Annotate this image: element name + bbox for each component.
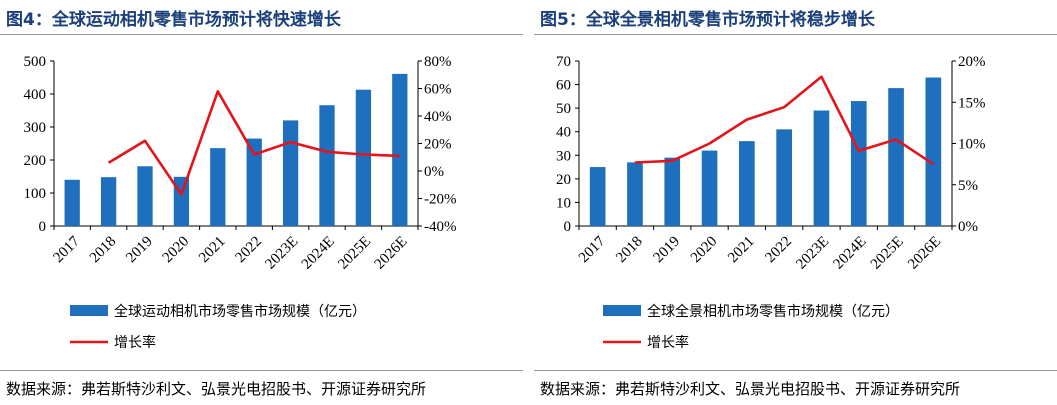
x-tick-label: 2026E [905, 234, 944, 273]
x-tick-label: 2020 [160, 234, 193, 267]
x-tick-label: 2021 [725, 234, 758, 267]
x-tick-label: 2021 [196, 234, 229, 267]
x-tick-label: 2023E [262, 234, 301, 273]
bar [392, 73, 408, 227]
y-left-tick-label: 40 [556, 125, 571, 141]
x-tick-label: 2017 [576, 233, 609, 266]
figure-title: 图4：全球运动相机零售市场预计将快速增长 [6, 10, 341, 30]
bar [627, 162, 643, 226]
x-tick-label: 2025E [868, 234, 907, 273]
bar [355, 89, 372, 227]
y-left-tick-label: 400 [24, 87, 47, 103]
bar [319, 105, 335, 226]
bar [210, 148, 226, 226]
source-divider [534, 370, 1057, 371]
bar [739, 141, 755, 226]
y-right-tick-label: 20% [958, 54, 986, 70]
source-note: 数据来源：弗若斯特沙利文、弘景光电招股书、开源证券研究所 [540, 380, 961, 398]
y-left-tick-label: 0 [564, 219, 572, 235]
bar [925, 77, 942, 226]
growth-rate-line [107, 90, 400, 196]
x-tick-label: 2022 [762, 234, 795, 267]
y-right-tick-label: 20% [424, 137, 452, 153]
legend-line-label: 增长率 [114, 334, 156, 351]
y-right-tick-label: 0% [958, 219, 978, 235]
y-left-tick-label: 500 [24, 54, 47, 70]
source-divider [0, 370, 523, 371]
x-tick-label: 2018 [613, 234, 646, 267]
y-left-tick-label: 200 [24, 153, 47, 169]
bar [776, 129, 792, 226]
x-tick-label: 2022 [233, 234, 266, 267]
legend-bar-swatch [603, 305, 641, 316]
bar [173, 176, 190, 226]
y-left-tick-label: 300 [24, 120, 47, 136]
title-divider [0, 34, 523, 35]
bar [246, 138, 262, 226]
y-left-tick-label: 0 [39, 219, 47, 235]
x-tick-label: 2025E [335, 234, 374, 273]
y-right-tick-label: 0% [424, 164, 444, 180]
y-left-tick-label: 10 [556, 195, 571, 211]
figure-title: 图5：全球全景相机零售市场预计将稳步增长 [540, 10, 875, 30]
y-right-tick-label: -20% [424, 192, 457, 208]
source-note: 数据来源：弗若斯特沙利文、弘景光电招股书、开源证券研究所 [6, 380, 427, 398]
y-right-tick-label: -40% [424, 219, 457, 235]
bar [664, 157, 681, 226]
bar [589, 167, 606, 226]
y-left-tick-label: 30 [556, 148, 571, 164]
y-left-tick-label: 70 [556, 54, 571, 70]
y-left-tick-label: 60 [556, 78, 571, 94]
x-tick-label: 2024E [831, 234, 870, 273]
y-right-tick-label: 15% [958, 95, 986, 111]
bar [701, 150, 718, 226]
x-tick-label: 2020 [688, 234, 721, 267]
panoramic-camera-chart: 0 10 20 30 40 50 60 70 0% 5% 10% 15% 20% 2017 2018 2019… [556, 54, 986, 351]
bar [850, 101, 867, 226]
bar [813, 110, 830, 226]
panel-sports-camera: 图4：全球运动相机零售市场预计将快速增长 0 100 200 300 400 500 -40… [0, 0, 523, 405]
bar [282, 120, 299, 226]
growth-rate-line [634, 75, 935, 166]
x-tick-label: 2018 [87, 234, 120, 267]
x-tick-label: 2024E [299, 234, 338, 273]
y-right-tick-label: 5% [958, 178, 978, 194]
y-right-tick-label: 40% [424, 109, 452, 125]
y-left-tick-label: 50 [556, 101, 571, 117]
bar [888, 88, 904, 226]
y-right-tick-label: 10% [958, 137, 986, 153]
y-right-tick-label: 80% [424, 54, 452, 70]
panel-panoramic-camera: 图5：全球全景相机零售市场预计将稳步增长 0 10 20 30 40 50 60 70 0% 5%… [534, 0, 1057, 405]
bar [137, 166, 153, 226]
legend-line-label: 增长率 [647, 334, 689, 351]
sports-camera-chart: 0 100 200 300 400 500 -40% -20% 0% 20% 40% 60% 80% 20… [24, 54, 457, 351]
x-tick-label: 2019 [651, 234, 684, 267]
title-divider [534, 34, 1057, 35]
legend-bar-swatch [70, 305, 108, 316]
y-right-tick-label: 60% [424, 82, 452, 98]
bar [100, 177, 117, 226]
bar [64, 179, 80, 226]
y-left-tick-label: 100 [24, 186, 47, 202]
y-left-tick-label: 20 [556, 172, 571, 188]
x-tick-label: 2019 [123, 234, 156, 267]
legend-bar-label: 全球全景相机市场零售市场规模（亿元） [647, 303, 899, 320]
x-tick-label: 2023E [793, 234, 832, 273]
x-tick-label: 2017 [51, 233, 84, 266]
legend-bar-label: 全球运动相机市场零售市场规模（亿元） [114, 303, 366, 320]
x-tick-label: 2026E [372, 234, 411, 273]
